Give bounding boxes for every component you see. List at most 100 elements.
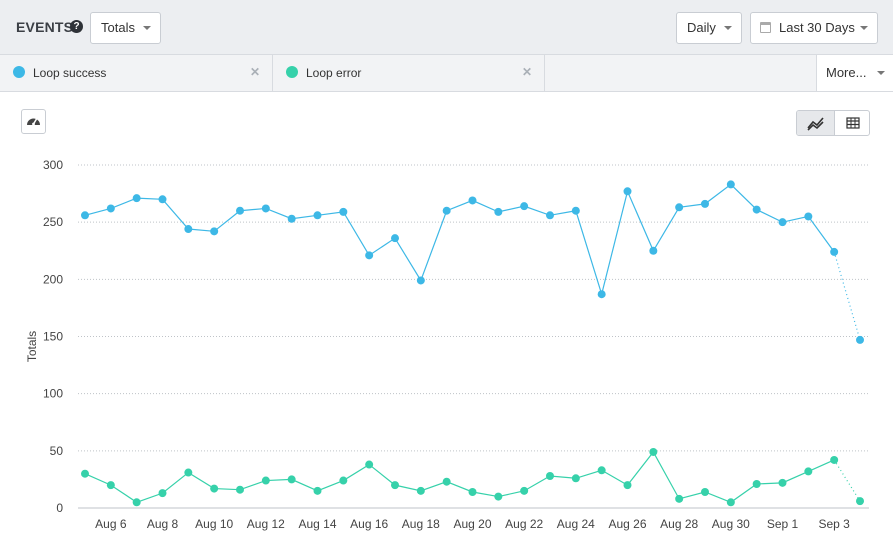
y-tick-label: 250 (43, 215, 63, 229)
y-tick-label: 200 (43, 272, 63, 286)
data-point (520, 486, 529, 495)
x-tick-label: Aug 8 (147, 517, 179, 531)
x-tick-label: Aug 14 (298, 517, 336, 531)
data-point (132, 498, 141, 507)
interval-select-value: Daily (687, 20, 716, 35)
x-tick-label: Aug 24 (557, 517, 595, 531)
data-point (494, 492, 503, 501)
data-point (158, 489, 167, 498)
table-view-button[interactable] (834, 111, 869, 135)
data-point (623, 481, 632, 490)
data-point (313, 211, 322, 220)
series-tab-loop-success[interactable]: Loop success ✕ (0, 55, 273, 91)
date-range-value: Last 30 Days (779, 20, 855, 35)
y-tick-label: 0 (56, 501, 63, 515)
data-point (778, 218, 787, 227)
data-point (804, 467, 813, 476)
more-series-button[interactable]: More... (816, 55, 893, 91)
x-tick-label: Aug 22 (505, 517, 543, 531)
data-point (830, 247, 839, 256)
data-point (106, 481, 115, 490)
dashboard-gauge-button[interactable] (21, 109, 46, 134)
x-tick-label: Aug 18 (402, 517, 440, 531)
y-axis-label: Totals (25, 331, 39, 362)
data-point (287, 214, 296, 223)
series-tab-label: Loop success (33, 66, 107, 80)
interval-select[interactable]: Daily (676, 12, 742, 44)
data-point (210, 227, 219, 236)
close-icon[interactable]: ✕ (249, 65, 260, 79)
chevron-down-icon (877, 71, 885, 75)
x-tick-label: Sep 3 (818, 517, 850, 531)
x-tick-label: Aug 16 (350, 517, 388, 531)
data-point (365, 251, 374, 260)
data-point (287, 475, 296, 484)
data-point (391, 234, 399, 243)
data-point (571, 474, 580, 483)
data-point (391, 481, 399, 490)
x-tick-label: Sep 1 (767, 517, 799, 531)
date-range-select[interactable]: Last 30 Days (750, 12, 878, 44)
events-title: EVENTS (16, 19, 74, 35)
data-point (442, 206, 451, 215)
calendar-icon (760, 22, 771, 33)
events-line-chart: 0 50 100 150 200 250 300 Totals Aug 6 Aug 8 Aug 10… (25, 158, 869, 531)
data-point (468, 196, 477, 205)
series-line-partial-0 (833, 251, 861, 341)
data-point (856, 335, 864, 344)
data-point (106, 204, 115, 213)
data-point (675, 494, 684, 503)
data-point (675, 203, 684, 212)
series-color-dot (286, 66, 298, 78)
data-point (778, 478, 787, 487)
data-point (313, 486, 322, 495)
series-tab-loop-error[interactable]: Loop error ✕ (273, 55, 545, 91)
data-point (597, 466, 606, 475)
data-point (752, 479, 761, 488)
close-icon[interactable]: ✕ (521, 65, 532, 79)
data-point (597, 290, 606, 299)
question-circle-icon[interactable]: ? (70, 20, 83, 33)
y-tick-label: 100 (43, 387, 63, 401)
data-point (132, 194, 141, 203)
data-point (571, 206, 580, 215)
data-point (339, 207, 348, 216)
data-point (236, 485, 244, 494)
data-point (261, 204, 270, 213)
data-point (546, 471, 554, 480)
data-point (804, 212, 813, 221)
data-point (830, 455, 839, 464)
x-tick-label: Aug 12 (247, 517, 285, 531)
dashboard-gauge-icon (27, 118, 40, 126)
data-point (261, 476, 270, 485)
series-line-partial-1 (833, 459, 861, 502)
x-tick-label: Aug 20 (453, 517, 491, 531)
series-line-0 (84, 183, 835, 297)
chevron-down-icon (724, 26, 732, 30)
chevron-down-icon (143, 26, 151, 30)
data-point (81, 211, 89, 220)
x-tick-label: Aug 26 (608, 517, 646, 531)
data-point (339, 476, 348, 485)
data-point (442, 477, 451, 486)
data-point (81, 469, 89, 478)
y-tick-label: 300 (43, 158, 63, 172)
x-tick-label: Aug 6 (95, 517, 127, 531)
data-point (701, 199, 709, 208)
line-view-button[interactable] (797, 111, 834, 135)
data-point (416, 276, 425, 285)
data-point (649, 447, 658, 456)
metric-select[interactable]: Totals (90, 12, 161, 44)
data-point (649, 246, 658, 255)
data-point (416, 486, 425, 495)
view-toggle (796, 110, 870, 136)
series-tab-label: Loop error (306, 66, 362, 80)
data-point (158, 195, 167, 204)
data-point (494, 207, 503, 216)
x-tick-label: Aug 28 (660, 517, 698, 531)
y-tick-label: 50 (50, 444, 64, 458)
data-point (856, 497, 864, 506)
data-point (184, 225, 193, 234)
data-point (520, 202, 529, 211)
